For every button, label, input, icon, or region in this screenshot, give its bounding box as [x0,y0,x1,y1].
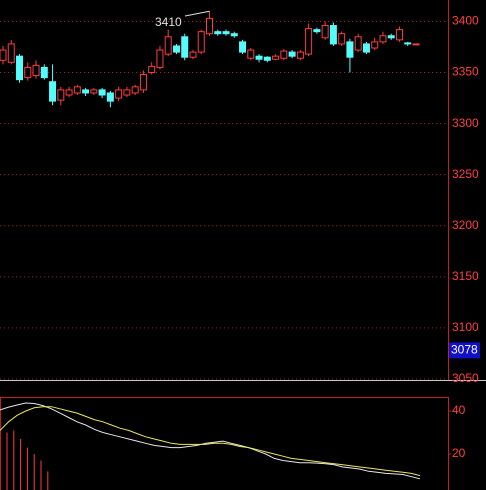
candle-body [230,33,238,37]
cursor-label: 3078 [451,343,478,357]
candle-body [239,41,247,53]
candle-body [247,49,255,59]
candle-body [338,33,346,45]
candle-body [379,35,387,43]
candle-body [172,45,180,53]
candle-body [40,66,48,79]
candle-body [49,81,57,102]
cursor-box [449,342,480,359]
candle-body [16,55,24,81]
candle-body [139,74,147,91]
candle-body [131,86,139,94]
candle-body [214,31,222,35]
candle-body [255,55,263,60]
candle-body [90,89,98,94]
candle-body [313,29,321,33]
y-tick-label: 20 [452,446,466,460]
candle-body [0,49,7,61]
candle-body [148,65,156,74]
candle-body [362,43,370,53]
candle-body [73,86,81,94]
candle-body [82,89,90,94]
y-tick-label: 3050 [452,371,479,385]
candle-body [321,25,329,39]
candle-body [395,29,403,41]
candle-body [7,43,15,63]
candle-body [98,89,106,96]
candle-body [280,50,288,59]
candle-body [24,66,32,79]
candle-body [123,89,131,96]
y-tick-label: 3150 [452,269,479,283]
y-tick-label: 3350 [452,65,479,79]
candle-body [288,51,296,57]
candle-body [156,49,164,68]
candle-body [296,51,304,59]
candle-body [32,64,40,77]
annotation-leader [184,10,210,17]
indicator-frame [0,397,449,490]
candle-body [404,42,412,45]
y-tick-label: 3300 [452,116,479,130]
indicator-line [0,406,421,477]
candle-body [164,36,172,55]
y-tick-label: 40 [452,403,466,417]
candle-body [305,28,313,55]
candle-body [57,89,65,101]
candle-body [412,43,420,46]
candle-body [387,35,395,39]
candle-body [115,89,123,99]
candle-body [106,92,114,102]
candle-body [189,51,197,58]
candle-body [181,36,189,58]
candle-body [222,31,230,35]
candle-body [206,17,213,35]
y-tick-label: 3250 [452,167,479,181]
candle-body [354,36,362,51]
y-tick-label: 3400 [452,14,479,28]
candle-body [263,56,271,61]
candle-body [371,41,379,49]
candle-body [65,89,73,96]
candle-body [346,41,354,58]
candle-body [272,55,280,60]
high-annotation: 3410 [155,15,182,29]
y-tick-label: 3100 [452,320,479,334]
candle-body [329,25,337,45]
y-tick-label: 3200 [452,218,479,232]
candle-body [197,31,205,53]
indicator-line [0,402,421,480]
